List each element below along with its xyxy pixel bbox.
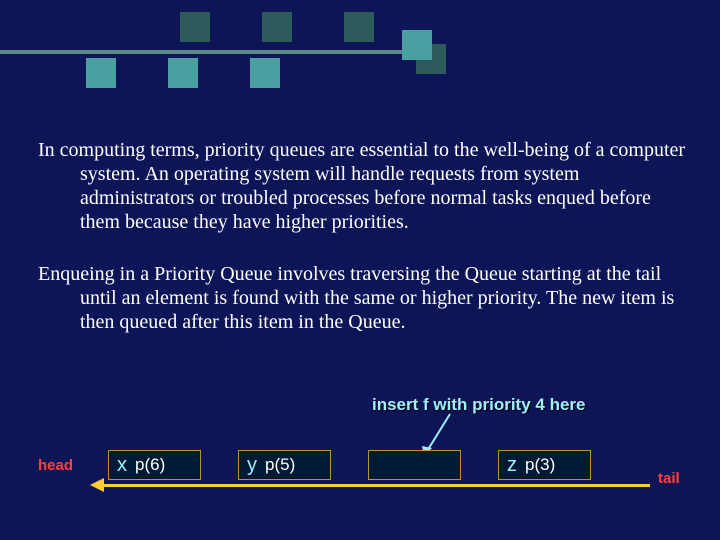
node-priority: p(5): [265, 455, 295, 475]
deco-square: [250, 58, 280, 88]
slide-content: In computing terms, priority queues are …: [38, 138, 686, 362]
queue-node: y p(5): [238, 450, 331, 480]
node-variable: y: [247, 454, 257, 477]
node-priority: p(6): [135, 455, 165, 475]
paragraph-2: Enqueing in a Priority Queue involves tr…: [38, 262, 686, 334]
node-variable: z: [507, 454, 517, 477]
traversal-arrow-line: [94, 484, 650, 487]
deco-line: [0, 50, 432, 54]
paragraph-1: In computing terms, priority queues are …: [38, 138, 686, 234]
insert-annotation: insert f with priority 4 here: [372, 395, 586, 415]
header-decoration: [0, 0, 720, 110]
queue-node: z p(3): [498, 450, 591, 480]
traversal-arrow-head: [90, 478, 104, 492]
deco-square: [168, 58, 198, 88]
tail-label: tail: [658, 470, 680, 487]
node-variable: x: [117, 454, 127, 477]
deco-square: [86, 58, 116, 88]
node-priority: p(3): [525, 455, 555, 475]
deco-square: [344, 12, 374, 42]
queue-node: x p(6): [108, 450, 201, 480]
queue-gap: [368, 450, 461, 480]
deco-square: [262, 12, 292, 42]
deco-square: [402, 30, 432, 60]
deco-square: [180, 12, 210, 42]
head-label: head: [38, 457, 73, 474]
queue-diagram: head tail x p(6) y p(5) z p(3): [38, 450, 686, 510]
